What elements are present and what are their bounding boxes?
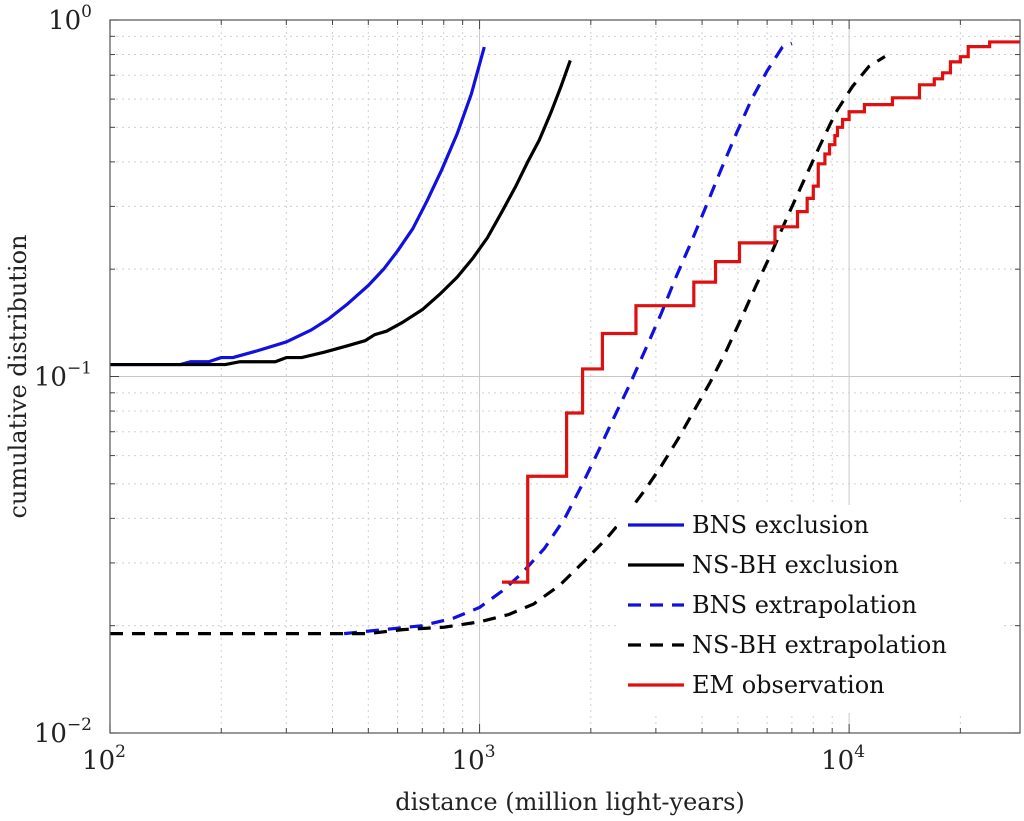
y-tick-label: 10−1 [34, 359, 92, 393]
series-line-ns-bh-exclusion [110, 59, 572, 367]
legend-label-bns-extrapolation: BNS extrapolation [692, 591, 917, 619]
legend-label-em-observation: EM observation [692, 671, 885, 699]
x-axis-label: distance (million light-years) [395, 788, 745, 816]
series-line-bns-exclusion [110, 46, 486, 367]
series-group [110, 40, 1020, 636]
legend-box [617, 505, 1002, 713]
legend-label-ns-bh-exclusion: NS-BH exclusion [692, 551, 899, 579]
x-tick-label: 102 [82, 742, 126, 776]
y-axis-label: cumulative distribution [4, 234, 32, 518]
legend-label-ns-bh-extrapolation: NS-BH extrapolation [692, 631, 947, 659]
x-tick-label: 103 [452, 742, 496, 776]
legend: BNS exclusion NS-BH exclusion BNS extrapol… [617, 505, 1002, 713]
series-line-bns-extrapolation [343, 41, 793, 636]
legend-label-bns-exclusion: BNS exclusion [692, 511, 869, 539]
series-line-em-observation [501, 40, 1020, 584]
series-line-ns-bh-extrapolation [110, 55, 886, 636]
y-tick-label: 100 [48, 2, 92, 36]
y-tick-label: 10−2 [34, 715, 92, 749]
x-tick-label: 104 [821, 742, 865, 776]
